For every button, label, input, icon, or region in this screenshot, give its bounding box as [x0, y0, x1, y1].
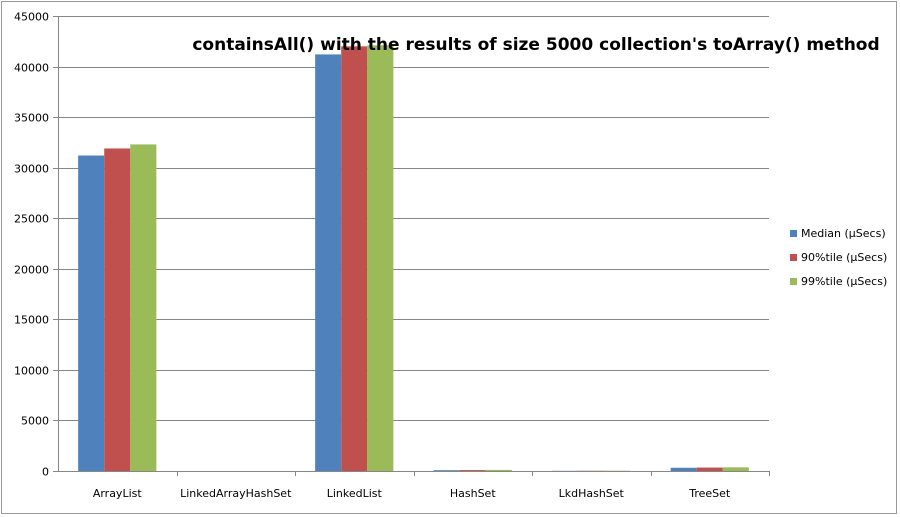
bar-LinkedList-series-1 — [341, 46, 368, 471]
y-tick-label-2: 10000 — [14, 365, 49, 378]
bar-TreeSet-series-1 — [696, 467, 723, 471]
y-tick-label-9: 45000 — [14, 11, 49, 24]
y-tick-label-4: 20000 — [14, 264, 49, 277]
bar-ArrayList-series-0 — [78, 155, 105, 472]
bar-LinkedList-series-0 — [315, 54, 342, 472]
bar-HashSet-series-1 — [459, 470, 486, 471]
legend-label-0: Median (µSecs) — [801, 227, 886, 240]
chart-title: containsAll() with the results of size 5… — [192, 35, 879, 55]
bar-HashSet-series-2 — [485, 469, 512, 471]
legend-swatch-1 — [790, 254, 797, 261]
x-tick-label-2: LinkedList — [327, 487, 383, 500]
gridlines — [58, 16, 769, 421]
legend-swatch-0 — [790, 230, 797, 237]
x-tick-label-0: ArrayList — [93, 487, 143, 500]
bar-ArrayList-series-1 — [104, 148, 131, 471]
y-tick-label-3: 15000 — [14, 314, 49, 327]
bar-TreeSet-series-2 — [722, 467, 749, 471]
x-tick-label-5: TreeSet — [688, 487, 731, 500]
y-tick-label-5: 25000 — [14, 213, 49, 226]
bar-TreeSet-series-0 — [670, 467, 697, 471]
x-tick-label-4: LkdHashSet — [559, 487, 625, 500]
axes: 0 5000 10000 15000 20000 25000 30000 35000 40000… — [14, 11, 770, 500]
legend-label-1: 90%tile (µSecs) — [801, 251, 887, 264]
x-tick-label-1: LinkedArrayHashSet — [180, 487, 292, 500]
y-tick-label-0: 0 — [42, 466, 49, 479]
legend: Median (µSecs) 90%tile (µSecs) 99%tile (µS… — [790, 227, 887, 288]
y-tick-label-8: 40000 — [14, 62, 49, 75]
y-tick-label-6: 30000 — [14, 163, 49, 176]
bar-LinkedList-series-2 — [367, 45, 394, 471]
legend-swatch-2 — [790, 278, 797, 285]
bars — [78, 45, 749, 472]
y-tick-label-1: 5000 — [21, 415, 49, 428]
x-tick-label-3: HashSet — [450, 487, 496, 500]
bar-ArrayList-series-2 — [130, 144, 157, 471]
bar-HashSet-series-0 — [433, 470, 460, 471]
y-tick-label-7: 35000 — [14, 112, 49, 125]
legend-label-2: 99%tile (µSecs) — [801, 275, 887, 288]
